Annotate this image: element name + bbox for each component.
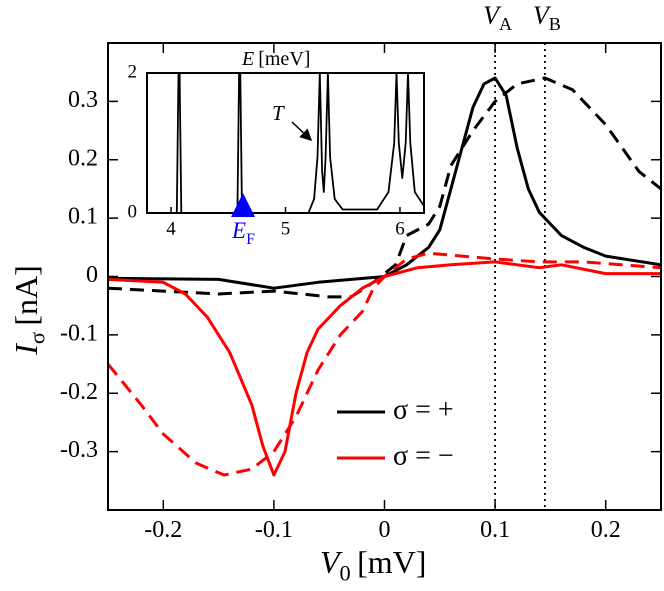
annotation-symbol: E <box>231 218 246 243</box>
annotation-arrow <box>291 121 313 142</box>
x-axis-label-unit: [meV] <box>258 48 310 70</box>
marker-label-sub: B <box>549 14 561 34</box>
y-tick-label: -0.1 <box>60 320 98 346</box>
marker-label: VB <box>533 1 561 34</box>
y-tick-label: 0.3 <box>68 87 98 113</box>
plot-frame <box>107 42 662 511</box>
y-tick-label: -0.3 <box>60 437 98 463</box>
inset-background <box>147 73 424 213</box>
y-axis-label-symbol: I <box>8 343 44 356</box>
x-axis-label-symbol: V <box>320 544 343 580</box>
annotation: EF <box>231 218 255 247</box>
line <box>147 73 424 213</box>
legend-label: σ = + <box>393 394 454 425</box>
x-tick-label: 6 <box>395 218 405 239</box>
marker-label: VA <box>483 1 512 34</box>
x-axis-label: E [meV] <box>241 48 310 70</box>
y-tick-label: -0.2 <box>60 379 98 405</box>
x-axis-label-sub: 0 <box>340 561 351 586</box>
y-tick-label: 2 <box>128 61 138 82</box>
y-tick-label: 0.1 <box>68 204 98 230</box>
x-tick-label: -0.1 <box>255 517 293 543</box>
y-axis-label-unit: [nA] <box>8 265 44 325</box>
x-axis-label-unit: [mV] <box>357 544 426 580</box>
x-tick-label: 0.2 <box>591 517 621 543</box>
line <box>108 76 661 290</box>
y-axis-label-sub: σ <box>25 332 50 344</box>
legend-label: σ = − <box>393 440 454 471</box>
y-tick-label: 0 <box>128 201 138 222</box>
y-tick-label: 0.2 <box>68 145 98 171</box>
marker-label-sub: A <box>499 14 512 34</box>
x-tick-label: 4 <box>166 218 176 239</box>
annotation-symbol: T <box>272 101 285 125</box>
dashed-line <box>108 76 661 299</box>
annotation: T <box>272 101 285 125</box>
x-tick-label: 0.1 <box>480 517 510 543</box>
x-tick-label: 5 <box>281 218 291 239</box>
plot-frame <box>146 72 425 214</box>
marker-label-symbol: V <box>483 1 502 30</box>
marker-label-symbol: V <box>533 1 552 30</box>
y-axis-label: Iσ [nA] <box>8 265 49 356</box>
annotation-sub: F <box>246 231 255 248</box>
x-tick-label: 0 <box>379 517 391 543</box>
x-axis-label: V0 [mV] <box>320 544 426 585</box>
dashed-line <box>108 251 661 477</box>
x-tick-label: -0.2 <box>144 517 182 543</box>
x-axis-label-symbol: E <box>241 48 254 70</box>
line <box>108 260 661 477</box>
y-tick-label: 0 <box>86 262 98 288</box>
